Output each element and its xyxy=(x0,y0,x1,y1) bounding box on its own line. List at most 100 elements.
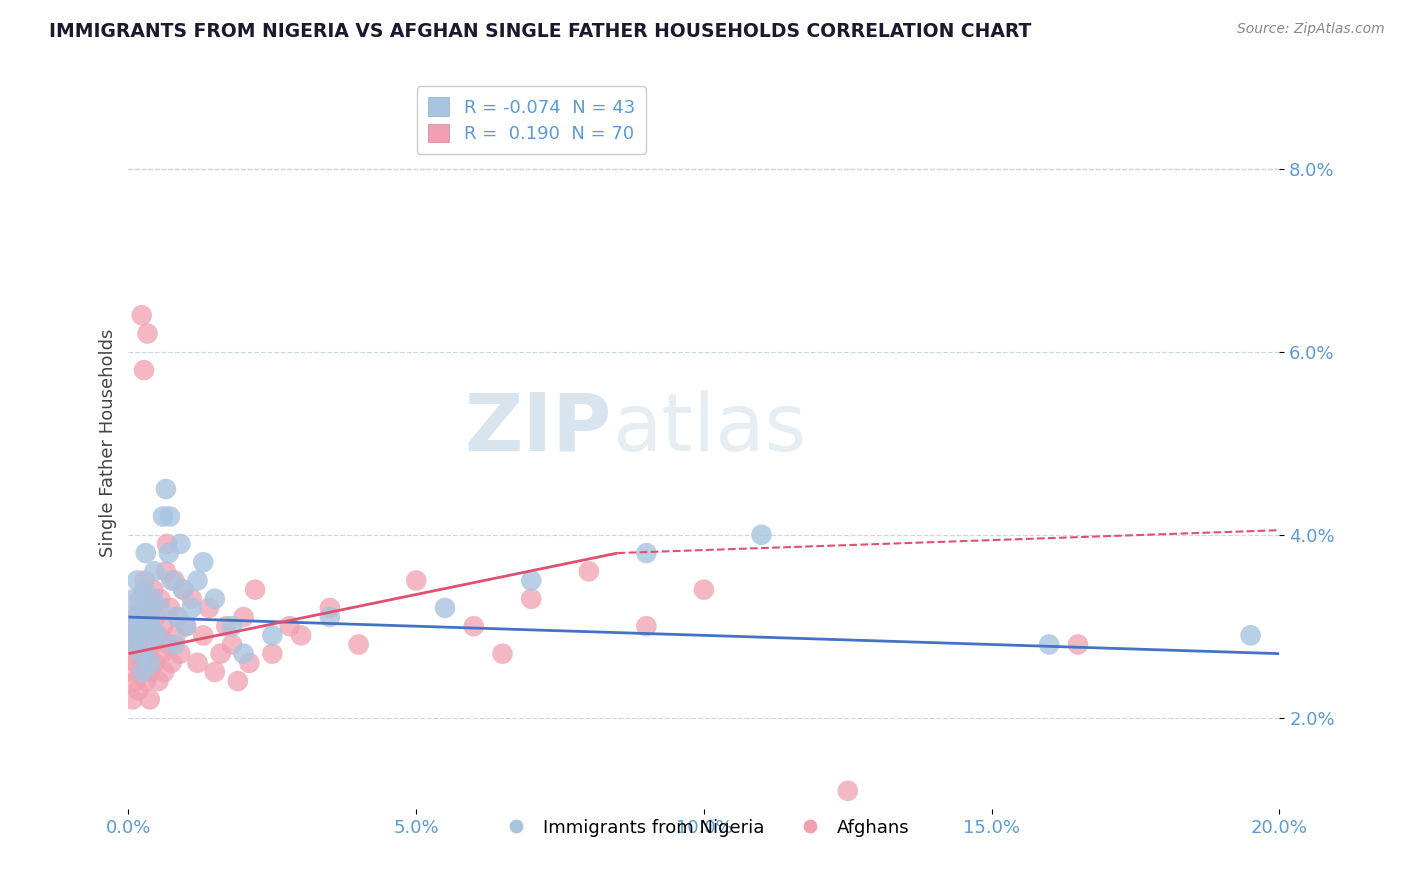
Point xyxy=(121,692,143,706)
Point xyxy=(1240,628,1263,642)
Point xyxy=(172,582,194,597)
Point xyxy=(132,665,155,679)
Point xyxy=(174,619,197,633)
Point xyxy=(143,565,166,579)
Point xyxy=(120,665,142,679)
Point xyxy=(122,591,145,606)
Point xyxy=(122,638,145,652)
Y-axis label: Single Father Households: Single Father Households xyxy=(100,329,117,558)
Point xyxy=(152,619,174,633)
Point xyxy=(139,692,162,706)
Legend: Immigrants from Nigeria, Afghans: Immigrants from Nigeria, Afghans xyxy=(491,812,917,844)
Point xyxy=(141,619,163,633)
Point xyxy=(132,363,155,377)
Point xyxy=(636,619,658,633)
Point xyxy=(132,656,155,670)
Point xyxy=(120,628,142,642)
Point xyxy=(157,638,180,652)
Point xyxy=(135,647,157,661)
Point xyxy=(128,619,150,633)
Point xyxy=(120,610,142,624)
Point xyxy=(148,674,170,689)
Point xyxy=(169,537,191,551)
Point xyxy=(278,619,301,633)
Point xyxy=(138,619,160,633)
Point xyxy=(163,638,186,652)
Point xyxy=(186,656,208,670)
Point xyxy=(463,619,485,633)
Point xyxy=(215,619,238,633)
Point xyxy=(636,546,658,560)
Point xyxy=(122,647,145,661)
Point xyxy=(209,647,232,661)
Point xyxy=(142,582,165,597)
Point xyxy=(238,656,260,670)
Text: ZIP: ZIP xyxy=(464,390,612,467)
Point xyxy=(142,638,165,652)
Point xyxy=(163,574,186,588)
Point xyxy=(1038,638,1060,652)
Point xyxy=(127,574,149,588)
Point xyxy=(129,647,152,661)
Point xyxy=(520,591,543,606)
Point xyxy=(290,628,312,642)
Point xyxy=(129,601,152,615)
Point xyxy=(204,665,226,679)
Point xyxy=(152,509,174,524)
Point xyxy=(160,574,183,588)
Point xyxy=(751,527,773,541)
Point xyxy=(405,574,427,588)
Point xyxy=(146,628,169,642)
Point xyxy=(169,647,191,661)
Point xyxy=(146,628,169,642)
Point xyxy=(149,601,172,615)
Point xyxy=(134,574,156,588)
Point xyxy=(145,610,167,624)
Point xyxy=(122,619,145,633)
Point xyxy=(232,610,254,624)
Point xyxy=(127,683,149,698)
Point xyxy=(157,546,180,560)
Point xyxy=(226,674,249,689)
Point xyxy=(131,308,153,322)
Point xyxy=(135,674,157,689)
Point xyxy=(693,582,716,597)
Point xyxy=(159,601,181,615)
Point xyxy=(127,610,149,624)
Point xyxy=(221,619,243,633)
Point xyxy=(135,638,157,652)
Point xyxy=(142,591,165,606)
Point xyxy=(347,638,370,652)
Point xyxy=(180,601,202,615)
Point xyxy=(262,628,284,642)
Point xyxy=(180,591,202,606)
Point xyxy=(193,555,215,569)
Point xyxy=(134,582,156,597)
Point xyxy=(319,601,342,615)
Point xyxy=(129,591,152,606)
Point xyxy=(232,647,254,661)
Point xyxy=(578,565,600,579)
Text: atlas: atlas xyxy=(612,390,806,467)
Point xyxy=(159,509,181,524)
Point xyxy=(172,582,194,597)
Point xyxy=(166,610,188,624)
Point xyxy=(156,537,179,551)
Point xyxy=(160,656,183,670)
Point xyxy=(837,784,859,798)
Point xyxy=(243,582,266,597)
Point xyxy=(491,647,513,661)
Point xyxy=(155,482,177,496)
Text: Source: ZipAtlas.com: Source: ZipAtlas.com xyxy=(1237,22,1385,37)
Point xyxy=(128,638,150,652)
Point xyxy=(139,656,162,670)
Point xyxy=(124,628,146,642)
Point xyxy=(155,565,177,579)
Point xyxy=(204,591,226,606)
Point xyxy=(193,628,215,642)
Point xyxy=(124,674,146,689)
Point xyxy=(262,647,284,661)
Point xyxy=(143,656,166,670)
Point xyxy=(129,628,152,642)
Point xyxy=(138,610,160,624)
